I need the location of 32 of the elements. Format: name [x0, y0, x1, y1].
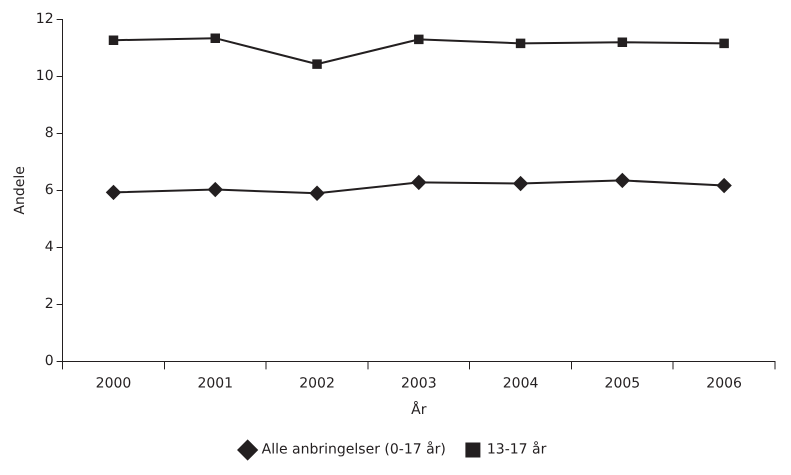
point — [210, 33, 220, 43]
y-tick-label: 0 — [44, 353, 54, 370]
y-tick-label: 12 — [36, 11, 54, 28]
x-tick-label: 2005 — [604, 375, 640, 392]
point — [106, 184, 121, 200]
y-tick-label: 4 — [44, 239, 54, 256]
point — [208, 182, 223, 198]
point — [516, 38, 526, 48]
y-tick-label: 10 — [36, 68, 54, 84]
y-tick-label: 6 — [44, 182, 54, 198]
y-axis-title: Andele — [12, 166, 28, 215]
x-axis-title: År — [411, 401, 427, 418]
x-tick-label: 2006 — [706, 375, 742, 392]
x-tick-label: 2001 — [197, 375, 234, 392]
legend-label: Alle anbringelser (0-17 år) — [262, 440, 446, 458]
point — [312, 59, 322, 69]
point — [411, 174, 426, 190]
y-tick-label: 2 — [44, 296, 54, 312]
x-tick-label: 2003 — [400, 375, 437, 392]
point — [719, 38, 729, 48]
point — [716, 178, 732, 194]
point — [513, 176, 528, 192]
point — [614, 172, 630, 188]
x-tick-label: 2004 — [502, 375, 538, 392]
x-tick-label: 2000 — [96, 375, 132, 392]
legend-label: 13-17 år — [486, 440, 547, 458]
point — [618, 37, 628, 47]
point — [310, 186, 325, 201]
x-tick-label: 2002 — [299, 375, 335, 392]
y-tick-label: 8 — [44, 125, 54, 142]
point — [108, 35, 118, 45]
point — [414, 34, 424, 44]
